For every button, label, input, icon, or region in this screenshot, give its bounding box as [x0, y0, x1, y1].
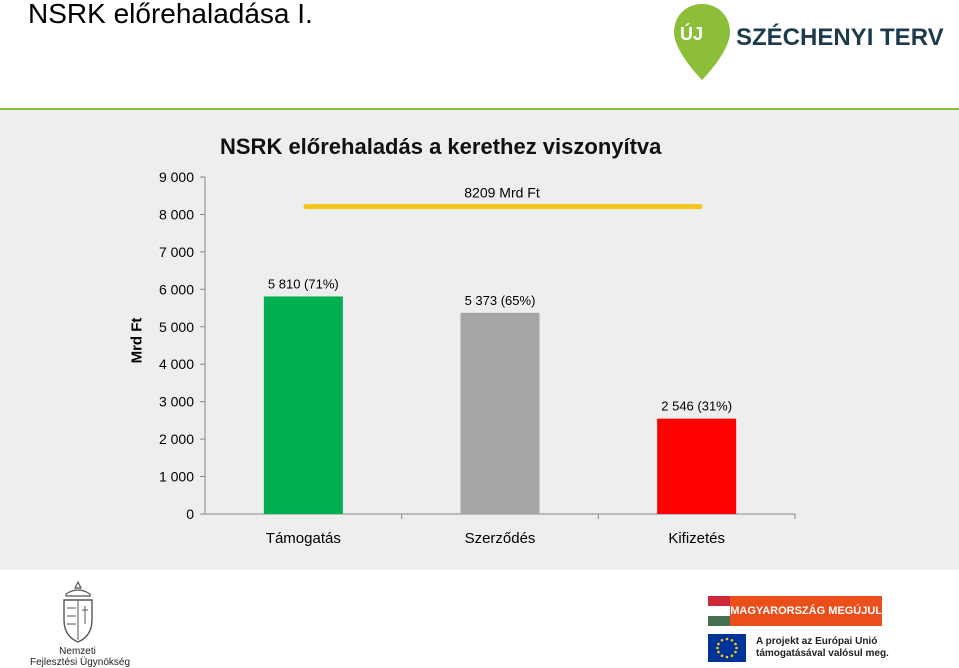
y-tick-label: 6 000	[159, 281, 194, 297]
bar	[263, 296, 343, 514]
title-divider	[0, 108, 959, 110]
coat-of-arms-icon	[62, 580, 93, 643]
bar	[657, 418, 737, 514]
location-pin-icon	[674, 4, 730, 80]
y-tick-label: 4 000	[159, 356, 194, 372]
y-tick-label: 3 000	[159, 394, 194, 410]
y-tick-label: 8 000	[159, 206, 194, 222]
data-label: 2 546 (31%)	[661, 399, 732, 414]
y-tick-label: 5 000	[159, 319, 194, 335]
y-tick-label: 0	[186, 506, 194, 522]
y-tick-label: 7 000	[159, 244, 194, 260]
eu-flag-icon	[708, 634, 746, 662]
x-tick-label: Szerződés	[465, 530, 536, 547]
y-tick-label: 2 000	[159, 431, 194, 447]
bar	[460, 312, 540, 514]
nfu-text-line1: Nemzeti	[59, 646, 96, 657]
eu-text-line1: A projekt az Európai Unió	[756, 636, 878, 647]
y-tick-label: 9 000	[159, 169, 194, 185]
reference-line-label: 8209 Mrd Ft	[464, 185, 540, 201]
banner-text: MAGYARORSZÁG MEGÚJUL	[730, 596, 882, 626]
eu-support-text: A projekt az Európai Unió támogatásával …	[756, 636, 889, 660]
eu-text-line2: támogatásával valósul meg.	[756, 648, 889, 659]
hungarian-flag-icon	[708, 596, 731, 626]
x-tick-label: Támogatás	[266, 530, 341, 547]
y-tick-label: 1 000	[159, 469, 194, 485]
szechenyi-pin-text: ÚJ	[680, 24, 704, 44]
magyarorszag-megujul-banner: MAGYARORSZÁG MEGÚJUL	[708, 596, 882, 626]
data-label: 5 810 (71%)	[268, 276, 339, 291]
szechenyi-brand-text: SZÉCHENYI TERV	[736, 24, 944, 51]
nfu-logo: Nemzeti Fejlesztési Ügynökség	[30, 580, 131, 668]
data-label: 5 373 (65%)	[465, 293, 536, 308]
slide-title: NSRK előrehaladása I.	[28, 0, 313, 29]
y-axis-label: Mrd Ft	[128, 317, 146, 364]
x-tick-label: Kifizetés	[668, 530, 725, 547]
chart-title: NSRK előrehaladás a kerethez viszonyítva	[220, 134, 662, 159]
nfu-text-line2: Fejlesztési Ügynökség	[30, 657, 131, 668]
szechenyi-terv-logo: ÚJ SZÉCHENYI TERV	[672, 2, 944, 86]
